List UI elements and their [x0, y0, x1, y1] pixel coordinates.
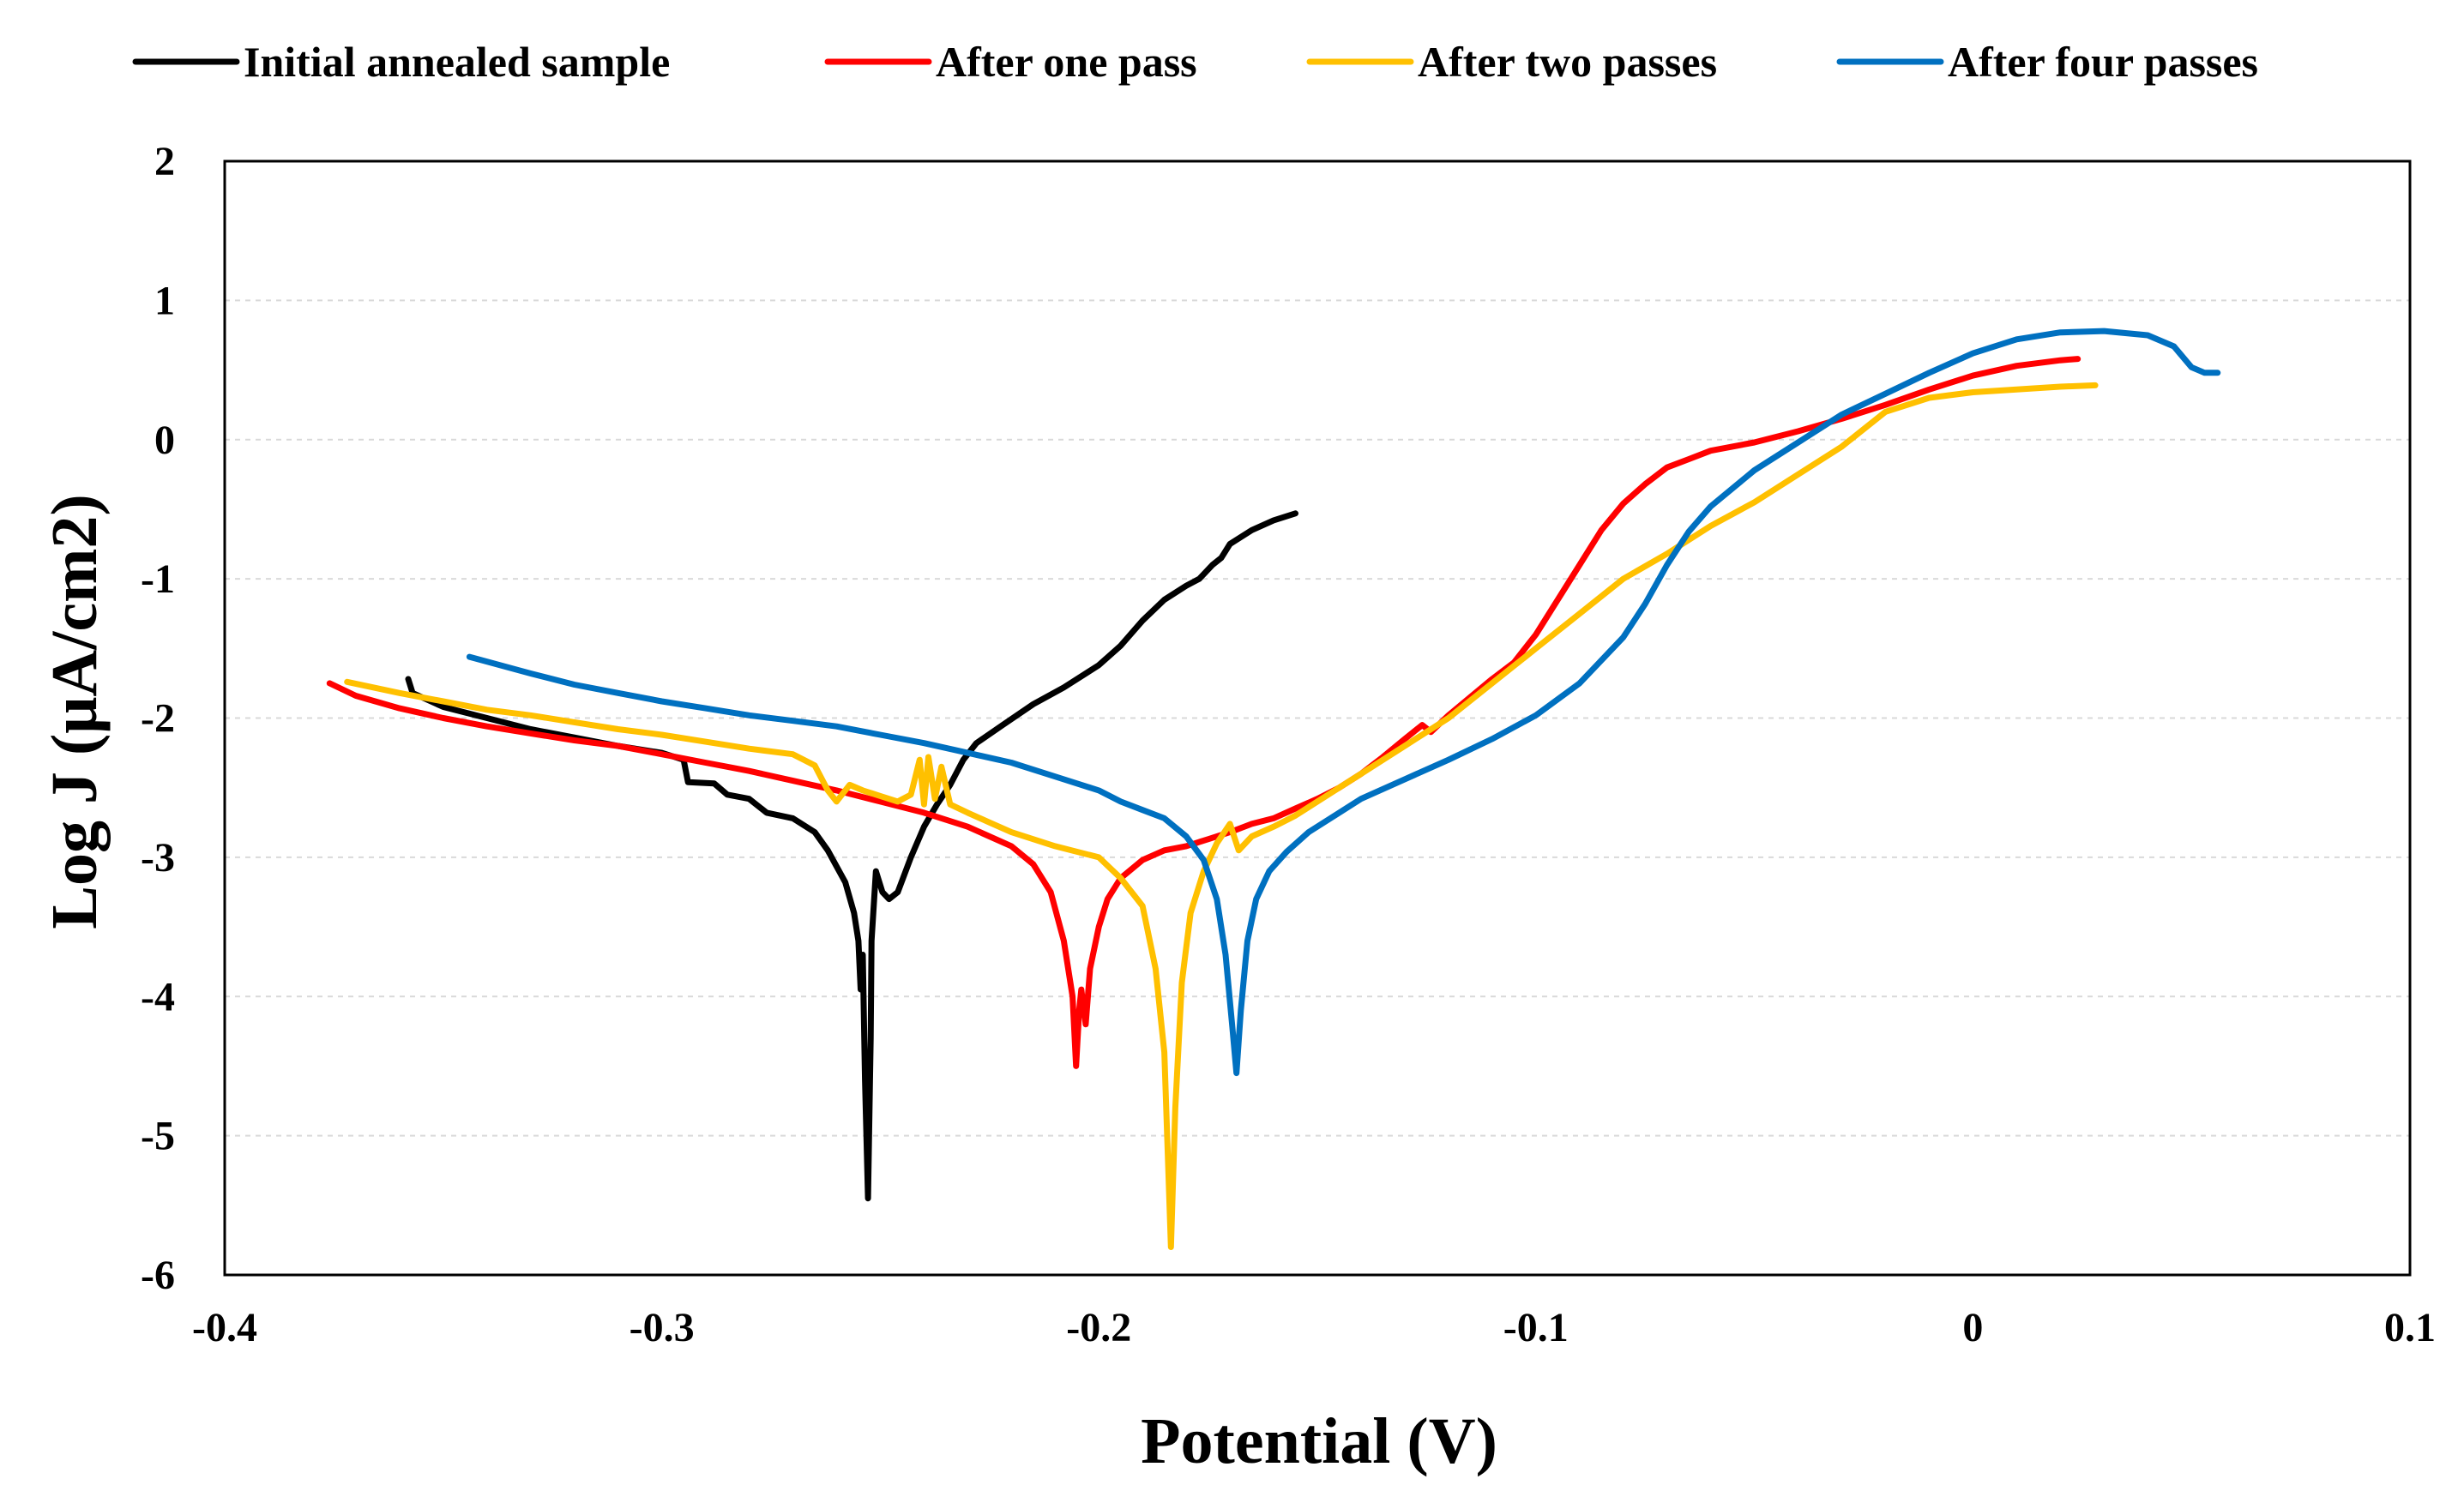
legend-label-after-four-passes: After four passes	[1948, 38, 2258, 86]
y-tick-label: -4	[141, 974, 175, 1019]
x-tick-label: 0.1	[2384, 1305, 2436, 1350]
y-axis-tick-labels: 2 1 0 -1 -2 -3 -4 -5 -6	[141, 139, 175, 1298]
gridlines	[225, 299, 2410, 1137]
y-tick-label: -2	[141, 696, 175, 742]
x-tick-label: -0.2	[1066, 1305, 1131, 1350]
series-line-initial-annealed-sample	[405, 510, 1298, 1202]
y-axis-title: Log J (μA/cm2)	[39, 494, 111, 929]
legend-label-initial-annealed-sample: Initial annealed sample	[244, 38, 670, 86]
y-tick-label: -3	[141, 835, 175, 881]
y-tick-label: -1	[141, 556, 175, 602]
series-lines	[326, 328, 2221, 1250]
y-tick-label: 2	[154, 139, 175, 184]
y-tick-label: 0	[154, 418, 175, 463]
y-tick-label: 1	[154, 278, 175, 323]
x-tick-label: -0.4	[192, 1305, 257, 1350]
plot-area-frame	[223, 159, 2412, 1277]
series-line-after-four-passes	[466, 328, 2221, 1077]
x-axis-tick-labels: -0.4 -0.3 -0.2 -0.1 0 0.1	[192, 1305, 2436, 1350]
y-tick-label: -5	[141, 1114, 175, 1159]
x-tick-label: 0	[1962, 1305, 1983, 1350]
x-axis-title: Potential (V)	[1141, 1405, 1497, 1477]
legend-label-after-two-passes: After two passes	[1418, 38, 1717, 86]
y-tick-label: -6	[141, 1253, 175, 1298]
x-tick-label: -0.3	[630, 1305, 695, 1350]
legend-label-after-one-pass: After one pass	[936, 38, 1197, 86]
series-line-after-two-passes	[344, 382, 2099, 1250]
legend: Initial annealed sample After one pass Aft…	[132, 38, 2258, 86]
x-tick-label: -0.1	[1503, 1305, 1569, 1350]
